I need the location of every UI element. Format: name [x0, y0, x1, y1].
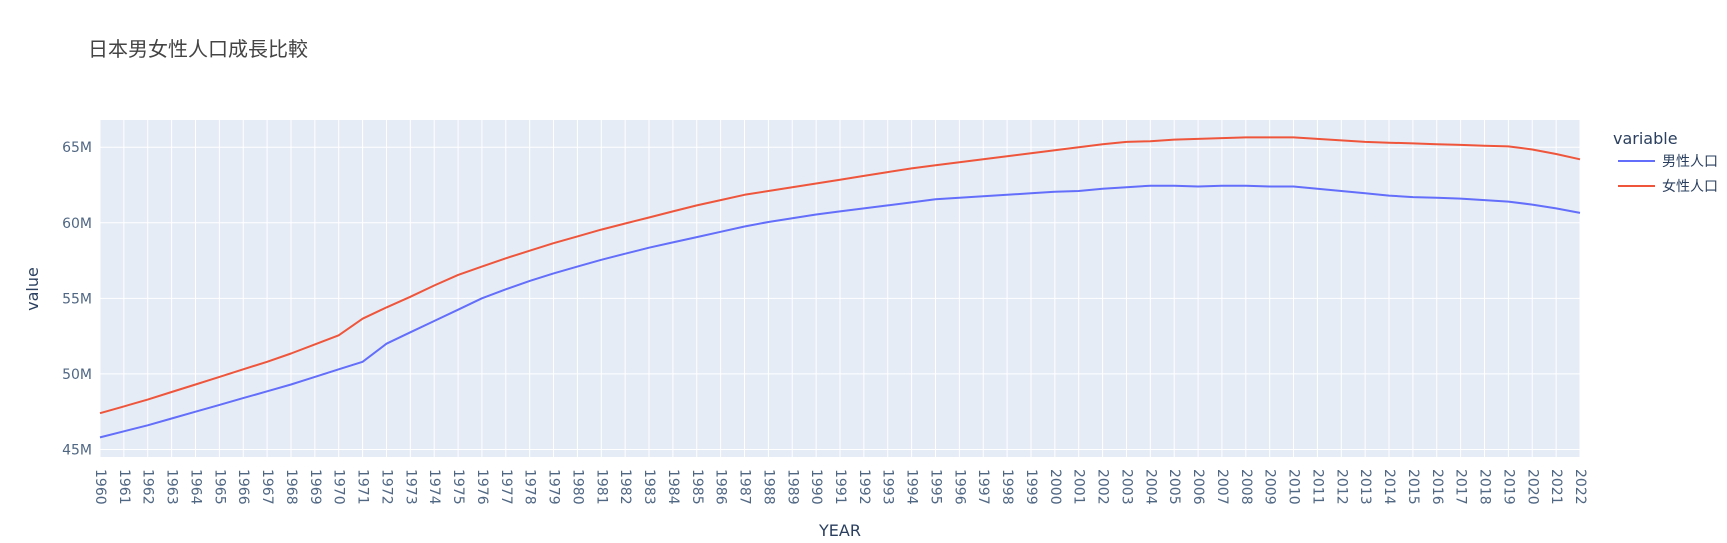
y-tick-label: 60M [62, 216, 92, 232]
y-tick-label: 55M [62, 291, 92, 307]
x-tick-label: 1970 [331, 469, 347, 505]
x-tick-label: 2007 [1214, 469, 1230, 505]
x-tick-label: 1963 [164, 469, 180, 505]
x-tick-label: 1989 [784, 469, 800, 505]
legend-label: 男性人口 [1662, 154, 1718, 170]
x-tick-label: 2006 [1190, 469, 1206, 505]
x-tick-label: 1991 [832, 469, 848, 505]
x-tick-label: 1982 [617, 469, 633, 505]
x-tick-label: 2015 [1405, 469, 1421, 505]
chart-title: 日本男女性人口成長比較 [88, 37, 308, 61]
x-tick-label: 2020 [1524, 469, 1540, 505]
y-tick-label: 45M [62, 442, 92, 458]
x-tick-label: 2011 [1309, 469, 1325, 505]
x-tick-label: 2002 [1095, 469, 1111, 505]
x-tick-label: 2022 [1572, 469, 1588, 505]
x-tick-label: 1992 [856, 469, 872, 505]
y-tick-label: 50M [62, 367, 92, 383]
x-axis-title: YEAR [818, 521, 861, 540]
x-tick-label: 1983 [641, 469, 657, 505]
x-tick-label: 2021 [1548, 469, 1564, 505]
x-tick-label: 2018 [1477, 469, 1493, 505]
x-tick-label: 2019 [1500, 469, 1516, 505]
x-tick-label: 1985 [689, 469, 705, 505]
x-tick-label: 2016 [1429, 469, 1445, 505]
x-tick-label: 2014 [1381, 469, 1397, 505]
x-tick-label: 1978 [522, 469, 538, 505]
x-tick-label: 1972 [378, 469, 394, 505]
legend-item[interactable]: 男性人口 [1618, 154, 1718, 170]
x-tick-label: 1965 [211, 469, 227, 505]
series-line-2 [99, 136, 1581, 415]
y-tick-label: 65M [62, 140, 92, 156]
x-tick-label: 1976 [474, 469, 490, 505]
x-tick-label: 1961 [116, 469, 132, 505]
series-line-1 [99, 184, 1581, 439]
x-tick-label: 2013 [1357, 469, 1373, 505]
x-tick-label: 2001 [1071, 469, 1087, 505]
x-tick-label: 1994 [904, 469, 920, 505]
x-tick-label: 1990 [808, 469, 824, 505]
x-tick-label: 1968 [283, 469, 299, 505]
x-tick-label: 1967 [259, 469, 275, 505]
x-tick-label: 1984 [665, 469, 681, 505]
x-tick-label: 1966 [235, 469, 251, 505]
x-tick-label: 1973 [402, 469, 418, 505]
x-tick-label: 2008 [1238, 469, 1254, 505]
x-tick-label: 1979 [546, 469, 562, 505]
x-tick-label: 1988 [760, 469, 776, 505]
x-tick-label: 1999 [1023, 469, 1039, 505]
x-tick-label: 2004 [1142, 469, 1158, 505]
x-tick-label: 1996 [951, 469, 967, 505]
legend-item[interactable]: 女性人口 [1618, 178, 1718, 195]
x-tick-label: 1981 [593, 469, 609, 505]
x-tick-label: 2000 [1047, 469, 1063, 505]
x-tick-label: 1998 [999, 469, 1015, 505]
x-tick-label: 1975 [450, 469, 466, 505]
x-tick-label: 1980 [569, 469, 585, 505]
x-tick-label: 2003 [1118, 469, 1134, 505]
x-tick-label: 2012 [1333, 469, 1349, 505]
x-tick-label: 2009 [1262, 469, 1278, 505]
x-tick-label: 1969 [307, 469, 323, 505]
x-tick-label: 2010 [1286, 469, 1302, 505]
x-tick-label: 1964 [187, 469, 203, 505]
legend-title: variable [1613, 129, 1678, 148]
x-tick-label: 1962 [140, 469, 156, 505]
x-tick-label: 2017 [1453, 469, 1469, 505]
legend-label: 女性人口 [1662, 178, 1718, 195]
x-tick-label: 1977 [498, 469, 514, 505]
x-tick-label: 1960 [92, 469, 108, 505]
x-tick-label: 1995 [927, 469, 943, 505]
x-tick-label: 1987 [737, 469, 753, 505]
x-tick-label: 1997 [975, 469, 991, 505]
x-tick-label: 2005 [1166, 469, 1182, 505]
x-tick-label: 1974 [426, 469, 442, 505]
y-axis-title: value [23, 267, 42, 311]
x-tick-label: 1993 [880, 469, 896, 505]
x-tick-label: 1971 [355, 469, 371, 505]
x-tick-label: 1986 [713, 469, 729, 505]
